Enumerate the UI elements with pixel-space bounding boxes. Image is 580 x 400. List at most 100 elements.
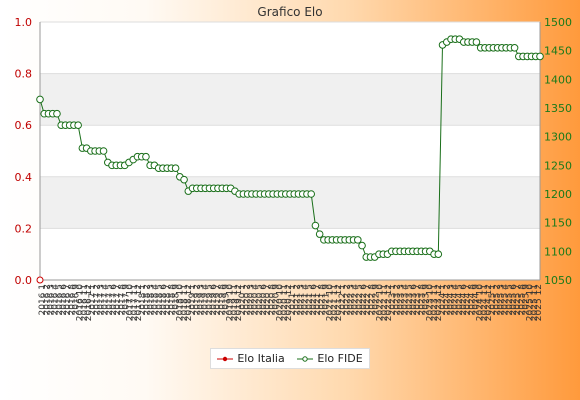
x-tick-label: 2017 7	[113, 284, 123, 316]
x-tick-label: 2023 3	[396, 284, 406, 316]
x-tick-label: 2016 11	[80, 284, 90, 321]
x-tick-label: 2020 9	[271, 284, 281, 316]
x-tick-label: 2016 12	[84, 284, 94, 321]
x-tick-label: 2024 3	[446, 284, 456, 316]
x-tick-label: 2021 12	[334, 284, 344, 321]
x-tick-label: 2019 6	[209, 284, 219, 316]
x-tick-label: 2017 1	[88, 284, 98, 316]
x-tick-label: 2017 2	[92, 284, 102, 316]
x-tick-label: 2025 2	[492, 284, 502, 316]
x-tick-label: 2025 1	[488, 284, 498, 316]
right-tick-label: 1450	[544, 45, 572, 58]
x-tick-label: 2021 5	[305, 284, 315, 316]
chart-legend: Elo Italia Elo FIDE	[210, 348, 370, 369]
x-tick-label: 2018 3	[146, 284, 156, 316]
x-tick-label: 2018 5	[155, 284, 165, 316]
x-tick-label: 2022 5	[355, 284, 365, 316]
legend-item-fide[interactable]: Elo FIDE	[297, 352, 363, 365]
x-tick-label: 2024 7	[463, 284, 473, 316]
x-tick-label: 2018 4	[151, 284, 161, 316]
x-tick-label: 2020 3	[246, 284, 256, 316]
x-tick-label: 2016 10	[76, 284, 86, 321]
x-tick-label: 2017 8	[117, 284, 127, 316]
x-tick-label: 2019 4	[201, 284, 211, 316]
x-tick-label: 2016 5	[55, 284, 65, 316]
right-tick-label: 1150	[544, 217, 572, 230]
x-tick-label: 2022 1	[338, 284, 348, 316]
x-tick-label: 2017 10	[126, 284, 136, 321]
right-tick-label: 1050	[544, 274, 572, 287]
x-tick-label: 2022 9	[371, 284, 381, 316]
x-tick-label: 2020 5	[255, 284, 265, 316]
x-tick-label: 2016 3	[46, 284, 56, 316]
x-tick-label: 2017 5	[105, 284, 115, 316]
x-tick-label: 2022 12	[384, 284, 394, 321]
x-tick-label: 2020 11	[280, 284, 290, 321]
x-tick-label: 2021 2	[292, 284, 302, 316]
x-tick-label: 2024 12	[484, 284, 494, 321]
x-tick-label: 2025 8	[517, 284, 527, 316]
x-tick-label: 2020 6	[259, 284, 269, 316]
x-tick-label: 2025 12	[534, 284, 544, 321]
x-tick-label: 2024 11	[480, 284, 490, 321]
x-tick-label: 2023 4	[401, 284, 411, 316]
right-tick-label: 1500	[544, 16, 572, 29]
left-tick-label: 0.2	[15, 222, 33, 235]
x-tick-label: 2023 1	[388, 284, 398, 316]
point-elo-fide	[353, 236, 362, 244]
left-tick-label: 0.6	[15, 119, 33, 132]
x-tick-label: 2020 12	[284, 284, 294, 321]
x-tick-label: 2019 5	[205, 284, 215, 316]
x-tick-label: 2017 6	[109, 284, 119, 316]
x-tick-label: 2023 10	[426, 284, 436, 321]
point-elo-fide	[472, 38, 481, 46]
x-tick-label: 2017 12	[134, 284, 144, 321]
x-tick-label: 2020 10	[276, 284, 286, 321]
legend-label-italia: Elo Italia	[237, 352, 285, 365]
x-tick-label: 2019 8	[217, 284, 227, 316]
legend-item-italia[interactable]: Elo Italia	[217, 352, 285, 365]
x-tick-label: 2021 6	[309, 284, 319, 316]
x-tick-label: 2016 7	[63, 284, 73, 316]
right-tick-label: 1100	[544, 245, 572, 258]
x-tick-label: 2019 1	[188, 284, 198, 316]
x-tick-label: 2018 10	[176, 284, 186, 321]
point-elo-fide	[142, 152, 150, 161]
x-tick-label: 2020 7	[263, 284, 273, 316]
left-tick-label: 0.8	[15, 68, 33, 81]
x-tick-label: 2020 8	[267, 284, 277, 316]
x-tick-label: 2025 10	[526, 284, 536, 321]
x-tick-label: 2019 12	[234, 284, 244, 321]
point-elo-fide	[180, 175, 188, 184]
x-tick-label: 2017 11	[130, 284, 140, 321]
grid-band	[40, 176, 540, 229]
x-tick-label: 2021 1	[288, 284, 298, 316]
x-tick-label: 2018 7	[163, 284, 173, 316]
left-tick-label: 0.0	[15, 274, 33, 287]
x-tick-label: 2018 8	[167, 284, 177, 316]
x-tick-label: 2024 6	[459, 284, 469, 316]
x-tick-label: 2018 12	[184, 284, 194, 321]
x-tick-label: 2024 5	[455, 284, 465, 316]
x-tick-label: 2016 1	[38, 284, 48, 316]
point-elo-italia	[36, 276, 44, 284]
x-tick-label: 2024 2	[442, 284, 452, 316]
right-tick-label: 1300	[544, 131, 572, 144]
x-tick-label: 2022 6	[359, 284, 369, 316]
x-tick-label: 2023 6	[409, 284, 419, 316]
point-elo-fide	[536, 52, 544, 61]
x-tick-label: 2018 1	[138, 284, 148, 316]
point-elo-fide	[315, 230, 324, 238]
x-tick-label: 2025 4	[501, 284, 511, 316]
x-tick-label: 2016 6	[59, 284, 69, 316]
x-tick-label: 2021 3	[296, 284, 306, 316]
x-tick-label: 2016 2	[42, 284, 52, 316]
x-tick-label: 2019 10	[226, 284, 236, 321]
x-tick-label: 2018 11	[180, 284, 190, 321]
x-tick-label: 2019 9	[221, 284, 231, 316]
x-tick-label: 2019 3	[196, 284, 206, 316]
point-elo-fide	[510, 44, 519, 52]
point-elo-fide	[36, 95, 44, 104]
x-tick-label: 2018 6	[159, 284, 169, 316]
x-tick-label: 2023 12	[434, 284, 444, 321]
